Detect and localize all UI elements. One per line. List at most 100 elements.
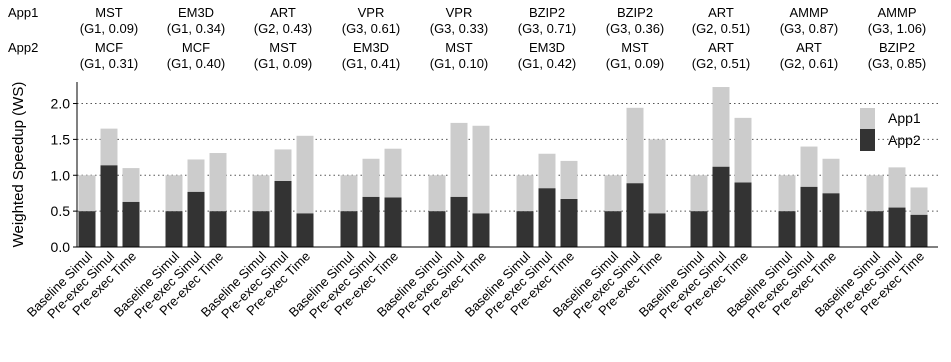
app2-name: ART bbox=[796, 40, 822, 55]
app1-info: (G2, 0.43) bbox=[254, 21, 313, 36]
bars bbox=[78, 87, 928, 247]
bar-app1 bbox=[690, 175, 708, 212]
app2-name: EM3D bbox=[353, 40, 389, 55]
app2-info: (G2, 0.51) bbox=[692, 56, 751, 71]
app2-info: (G1, 0.42) bbox=[518, 56, 577, 71]
app1-name: ART bbox=[708, 5, 734, 20]
bar-app2 bbox=[362, 196, 380, 247]
app1-name: AMMP bbox=[878, 5, 917, 20]
bar-app2 bbox=[648, 213, 666, 247]
bar-app1 bbox=[252, 175, 270, 212]
bar-app2 bbox=[252, 211, 270, 247]
bar-app2 bbox=[296, 213, 314, 247]
bar-app1 bbox=[296, 135, 314, 214]
legend-swatch-app2 bbox=[860, 129, 875, 151]
app2-name: MST bbox=[445, 40, 473, 55]
bar-app2 bbox=[122, 201, 140, 247]
app2-info: (G1, 0.09) bbox=[606, 56, 665, 71]
bar-app2 bbox=[822, 193, 840, 247]
bar-app2 bbox=[690, 211, 708, 247]
bar-app2 bbox=[800, 186, 818, 247]
bar-app1 bbox=[888, 167, 906, 208]
bar-app1 bbox=[78, 175, 96, 212]
bar-app1 bbox=[910, 187, 928, 215]
bar-app2 bbox=[560, 198, 578, 247]
bar-app2 bbox=[78, 211, 96, 247]
bar-app2 bbox=[384, 197, 402, 247]
app2-name: BZIP2 bbox=[879, 40, 915, 55]
bar-app1 bbox=[560, 160, 578, 199]
app1-info: (G3, 0.33) bbox=[430, 21, 489, 36]
app2-info: (G3, 0.85) bbox=[868, 56, 927, 71]
bar-app2 bbox=[209, 211, 227, 247]
y-axis-label: Weighted Speedup (WS) bbox=[10, 82, 27, 248]
bar-app2 bbox=[472, 213, 490, 247]
bar-app1 bbox=[734, 117, 752, 183]
app2-name: MCF bbox=[182, 40, 210, 55]
bar-app2 bbox=[866, 211, 884, 247]
app2-info: (G2, 0.61) bbox=[780, 56, 839, 71]
bar-app1 bbox=[165, 175, 183, 212]
bar-app1 bbox=[538, 153, 556, 189]
app1-info: (G3, 0.87) bbox=[780, 21, 839, 36]
bar-app2 bbox=[712, 166, 730, 247]
bar-app1 bbox=[428, 175, 446, 212]
bar-app1 bbox=[122, 168, 140, 202]
app1-info: (G3, 1.06) bbox=[868, 21, 927, 36]
app2-info: (G1, 0.09) bbox=[254, 56, 313, 71]
bar-app2 bbox=[538, 188, 556, 247]
app2-name: EM3D bbox=[529, 40, 565, 55]
app2-name: MST bbox=[269, 40, 297, 55]
bar-app1 bbox=[100, 128, 118, 166]
legend-label-app2: App2 bbox=[888, 132, 921, 148]
bar-app2 bbox=[604, 211, 622, 247]
app1-info: (G1, 0.34) bbox=[167, 21, 226, 36]
bar-app1 bbox=[384, 148, 402, 198]
app2-info: (G1, 0.40) bbox=[167, 56, 226, 71]
bar-app1 bbox=[648, 139, 666, 214]
legend: App1 App2 bbox=[860, 108, 921, 151]
bar-app2 bbox=[888, 207, 906, 247]
bar-app1 bbox=[626, 107, 644, 184]
bar-app2 bbox=[165, 211, 183, 247]
app1-info: (G1, 0.09) bbox=[80, 21, 139, 36]
app1-name: VPR bbox=[446, 5, 473, 20]
legend-label-app1: App1 bbox=[888, 110, 921, 126]
app1-name: ART bbox=[270, 5, 296, 20]
app1-name: VPR bbox=[358, 5, 385, 20]
app1-info: (G3, 0.61) bbox=[342, 21, 401, 36]
app2-name: MCF bbox=[95, 40, 123, 55]
bar-app1 bbox=[274, 149, 292, 181]
app2-name: MST bbox=[621, 40, 649, 55]
legend-swatch-app1 bbox=[860, 108, 875, 129]
y-tick-label: 1.5 bbox=[51, 131, 71, 147]
bar-app2 bbox=[516, 211, 534, 247]
app1-info: (G3, 0.71) bbox=[518, 21, 577, 36]
bar-app1 bbox=[516, 175, 534, 212]
bar-app1 bbox=[778, 175, 796, 212]
bar-app2 bbox=[734, 182, 752, 247]
app1-name: BZIP2 bbox=[617, 5, 653, 20]
app1-name: BZIP2 bbox=[529, 5, 565, 20]
bar-app2 bbox=[100, 165, 118, 247]
app1-name: EM3D bbox=[178, 5, 214, 20]
bar-app1 bbox=[362, 158, 380, 197]
row-label-app1: App1 bbox=[8, 5, 38, 20]
app1-info: (G2, 0.51) bbox=[692, 21, 751, 36]
app2-name: ART bbox=[708, 40, 734, 55]
bar-app1 bbox=[187, 159, 205, 192]
app1-info: (G3, 0.36) bbox=[606, 21, 665, 36]
bar-app1 bbox=[604, 175, 622, 212]
bar-app2 bbox=[450, 196, 468, 247]
y-tick-label: 1.0 bbox=[51, 167, 71, 183]
y-tick-label: 0.5 bbox=[51, 203, 71, 219]
bar-app2 bbox=[428, 211, 446, 247]
bar-app2 bbox=[187, 191, 205, 247]
bar-app1 bbox=[712, 87, 730, 167]
y-tick-label: 2.0 bbox=[51, 96, 71, 112]
app1-name: MST bbox=[95, 5, 123, 20]
bar-app2 bbox=[778, 211, 796, 247]
app1-name: AMMP bbox=[790, 5, 829, 20]
bar-app2 bbox=[910, 214, 928, 247]
